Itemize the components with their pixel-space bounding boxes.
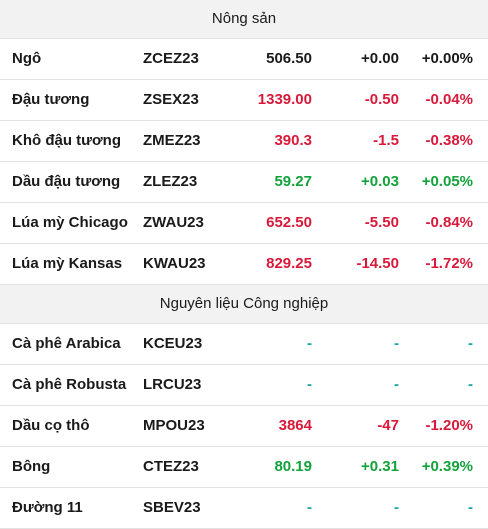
commodity-price: 506.50 [266, 50, 312, 67]
commodity-change-percent: +0.05% [421, 173, 473, 190]
commodity-price: 652.50 [266, 214, 312, 231]
commodity-change-percent: -1.20% [425, 417, 473, 434]
table-row[interactable]: Ngô ZCEZ23 506.50 +0.00 +0.00% [0, 39, 488, 80]
table-row[interactable]: Đậu tương ZSEX23 1339.00 -0.50 -0.04% [0, 80, 488, 121]
commodity-price: 829.25 [266, 255, 312, 272]
commodity-code: ZLEZ23 [143, 173, 198, 190]
table-row[interactable]: Dầu cọ thô MPOU23 3864 -47 -1.20% [0, 406, 488, 447]
commodity-code: LRCU23 [143, 376, 202, 393]
commodity-code: ZWAU23 [143, 214, 204, 231]
commodity-change-percent: - [468, 499, 473, 516]
commodity-change-percent: +0.00% [421, 50, 473, 67]
table-row[interactable]: Lúa mỳ Chicago ZWAU23 652.50 -5.50 -0.84… [0, 203, 488, 244]
commodity-name: Đường 11 [12, 499, 83, 516]
commodity-change: +0.31 [361, 458, 399, 475]
commodity-price: - [307, 335, 312, 352]
commodity-change: - [394, 499, 399, 516]
commodity-code: ZCEZ23 [143, 50, 199, 67]
commodity-change: -47 [377, 417, 399, 434]
table-row[interactable]: Lúa mỳ Kansas KWAU23 829.25 -14.50 -1.72… [0, 244, 488, 285]
commodity-code: ZMEZ23 [143, 132, 201, 149]
commodity-code: SBEV23 [143, 499, 201, 516]
commodity-name: Bông [12, 458, 51, 475]
commodity-price: 80.19 [274, 458, 312, 475]
commodity-code: MPOU23 [143, 417, 205, 434]
commodity-change: -0.50 [364, 91, 399, 108]
commodity-change-percent: -0.04% [425, 91, 473, 108]
commodity-change: -1.5 [373, 132, 399, 149]
commodity-code: KCEU23 [143, 335, 203, 352]
section-header-agriculture: Nông sản [0, 0, 488, 39]
table-row[interactable]: Cà phê Arabica KCEU23 - - - [0, 324, 488, 365]
commodity-change-percent: - [468, 335, 473, 352]
commodity-change: +0.03 [361, 173, 399, 190]
commodity-name: Dầu cọ thô [12, 417, 90, 434]
commodity-change-percent: +0.39% [421, 458, 473, 475]
section-header-industrial: Nguyên liệu Công nghiệp [0, 285, 488, 324]
commodity-code: ZSEX23 [143, 91, 199, 108]
table-row[interactable]: Khô đậu tương ZMEZ23 390.3 -1.5 -0.38% [0, 121, 488, 162]
commodity-name: Dầu đậu tương [12, 173, 121, 190]
commodity-change-percent: - [468, 376, 473, 393]
table-row[interactable]: Bông CTEZ23 80.19 +0.31 +0.39% [0, 447, 488, 488]
commodity-change: -14.50 [356, 255, 399, 272]
commodity-price: 59.27 [274, 173, 312, 190]
commodity-change: -5.50 [364, 214, 399, 231]
commodity-name: Lúa mỳ Kansas [12, 255, 123, 272]
commodity-change-percent: -1.72% [425, 255, 473, 272]
commodity-name: Lúa mỳ Chicago [12, 214, 128, 231]
commodity-code: CTEZ23 [143, 458, 199, 475]
commodity-change: - [394, 335, 399, 352]
commodity-change: +0.00 [361, 50, 399, 67]
commodity-name: Đậu tương [12, 91, 90, 108]
commodity-price: 1339.00 [257, 91, 312, 108]
commodity-name: Khô đậu tương [12, 132, 122, 149]
commodity-price: - [307, 499, 312, 516]
commodity-name: Cà phê Arabica [12, 335, 121, 352]
commodity-change: - [394, 376, 399, 393]
commodity-code: KWAU23 [143, 255, 206, 272]
table-row[interactable]: Đường 11 SBEV23 - - - [0, 488, 488, 529]
commodity-change-percent: -0.84% [425, 214, 473, 231]
commodity-name: Cà phê Robusta [12, 376, 127, 393]
commodity-change-percent: -0.38% [425, 132, 473, 149]
table-row[interactable]: Cà phê Robusta LRCU23 - - - [0, 365, 488, 406]
commodity-price: - [307, 376, 312, 393]
table-row[interactable]: Dầu đậu tương ZLEZ23 59.27 +0.03 +0.05% [0, 162, 488, 203]
commodity-price: 390.3 [274, 132, 312, 149]
commodity-price: 3864 [278, 417, 312, 434]
commodity-name: Ngô [12, 50, 42, 67]
